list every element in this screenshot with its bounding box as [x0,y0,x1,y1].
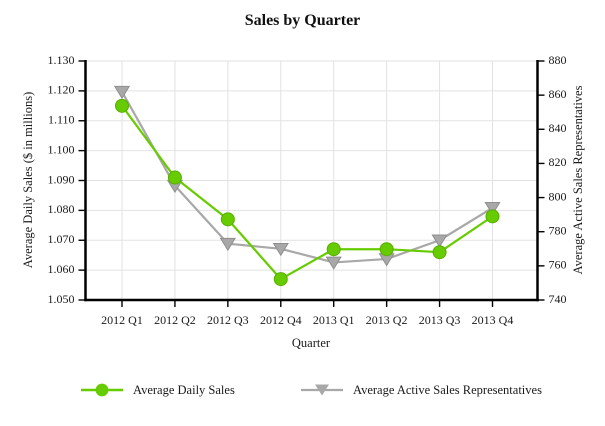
svg-text:1.050: 1.050 [48,292,75,306]
svg-text:2012 Q4: 2012 Q4 [260,313,302,327]
svg-text:860: 860 [549,87,567,101]
svg-text:1.060: 1.060 [48,262,75,276]
line-triangle-marker-icon [301,384,343,396]
series-average-active-sales-representatives [113,85,501,270]
svg-text:2013 Q4: 2013 Q4 [472,313,514,327]
chart-title: Sales by Quarter [244,12,361,29]
gridlines [85,60,538,301]
data-point-circle-icon [379,242,394,257]
svg-text:740: 740 [549,292,567,306]
series-average-daily-sales [115,98,500,287]
legend-item-average-daily-sales: Average Daily Sales [80,382,235,398]
x-axis-title: Quarter [291,336,331,350]
data-point-circle-icon [326,242,341,257]
svg-text:1.070: 1.070 [48,232,75,246]
data-point-circle-icon [485,209,500,224]
legend-label-average-active-sales-representatives: Average Active Sales Representatives [353,382,542,397]
svg-text:2012 Q2: 2012 Q2 [154,313,196,327]
svg-text:1.110: 1.110 [48,113,75,127]
svg-text:880: 880 [549,53,567,67]
svg-text:1.120: 1.120 [48,83,75,97]
svg-text:2013 Q3: 2013 Q3 [419,313,461,327]
svg-text:1.090: 1.090 [48,172,75,186]
right-axis: 740 760 780 800 820 840 860 880 [538,53,567,306]
data-point-triangle-icon [113,85,131,100]
data-point-circle-icon [220,212,235,227]
legend-item-average-active-sales-representatives: Average Active Sales Representatives [300,382,542,398]
svg-text:820: 820 [549,155,567,169]
svg-text:800: 800 [549,189,567,203]
data-point-triangle-icon [219,237,236,252]
svg-text:2013 Q1: 2013 Q1 [313,313,355,327]
legend-label-average-daily-sales: Average Daily Sales [133,382,235,397]
svg-text:840: 840 [549,121,567,135]
svg-text:1.130: 1.130 [48,53,75,67]
svg-text:2012 Q3: 2012 Q3 [207,313,249,327]
line-circle-marker-icon [81,383,123,397]
x-axis: 2012 Q1 2012 Q2 2012 Q3 2012 Q4 2013 Q1 2013 … [101,300,513,327]
svg-text:2012 Q1: 2012 Q1 [101,313,143,327]
data-point-triangle-icon [272,242,289,257]
data-point-triangle-icon [431,234,448,248]
svg-text:780: 780 [549,223,567,237]
svg-text:1.100: 1.100 [48,142,75,156]
data-point-circle-icon [167,170,182,185]
left-axis: 1.050 1.060 1.070 1.080 1.090 1.100 1.110 1.120… [48,53,85,306]
data-point-circle-icon [432,245,447,260]
svg-text:1.080: 1.080 [48,202,75,216]
svg-text:2013 Q2: 2013 Q2 [366,313,408,327]
data-point-circle-icon [273,272,288,287]
svg-text:760: 760 [549,258,567,272]
data-point-circle-icon [115,98,129,113]
axis-spines [84,60,539,302]
data-point-triangle-icon [325,256,342,270]
data-point-triangle-icon [484,202,501,216]
